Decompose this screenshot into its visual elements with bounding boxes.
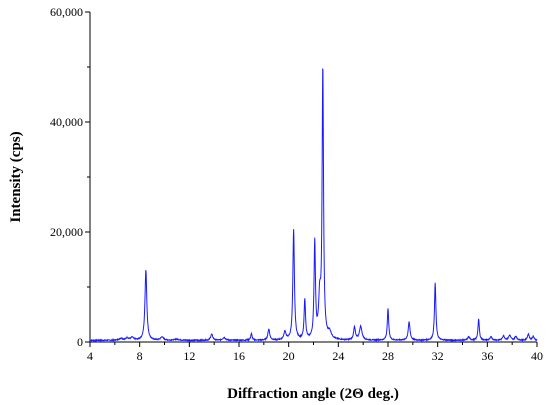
x-axis: 4 8 12 16 20 24 28 32 36 40 — [87, 342, 543, 363]
y-tick-label: 0 — [77, 335, 83, 349]
x-tick-label: 40 — [531, 349, 543, 363]
x-tick-label: 16 — [233, 349, 245, 363]
x-tick-label: 36 — [481, 349, 493, 363]
x-tick-label: 12 — [183, 349, 195, 363]
x-tick-label: 28 — [382, 349, 394, 363]
diffraction-pattern-line — [89, 68, 538, 343]
x-tick-label: 24 — [332, 349, 344, 363]
x-tick-label: 32 — [432, 349, 444, 363]
x-tick-label: 8 — [137, 349, 143, 363]
x-tick-label: 4 — [87, 349, 93, 363]
y-axis-title: Intensity (cps) — [8, 131, 24, 222]
y-tick-label: 60,000 — [50, 5, 83, 19]
x-tick-label: 20 — [283, 349, 295, 363]
y-tick-label: 40,000 — [50, 115, 83, 129]
x-axis-title: Diffraction angle (2Θ deg.) — [227, 386, 399, 402]
y-axis: 0 20,000 40,000 60,000 — [50, 5, 90, 349]
y-tick-label: 20,000 — [50, 225, 83, 239]
